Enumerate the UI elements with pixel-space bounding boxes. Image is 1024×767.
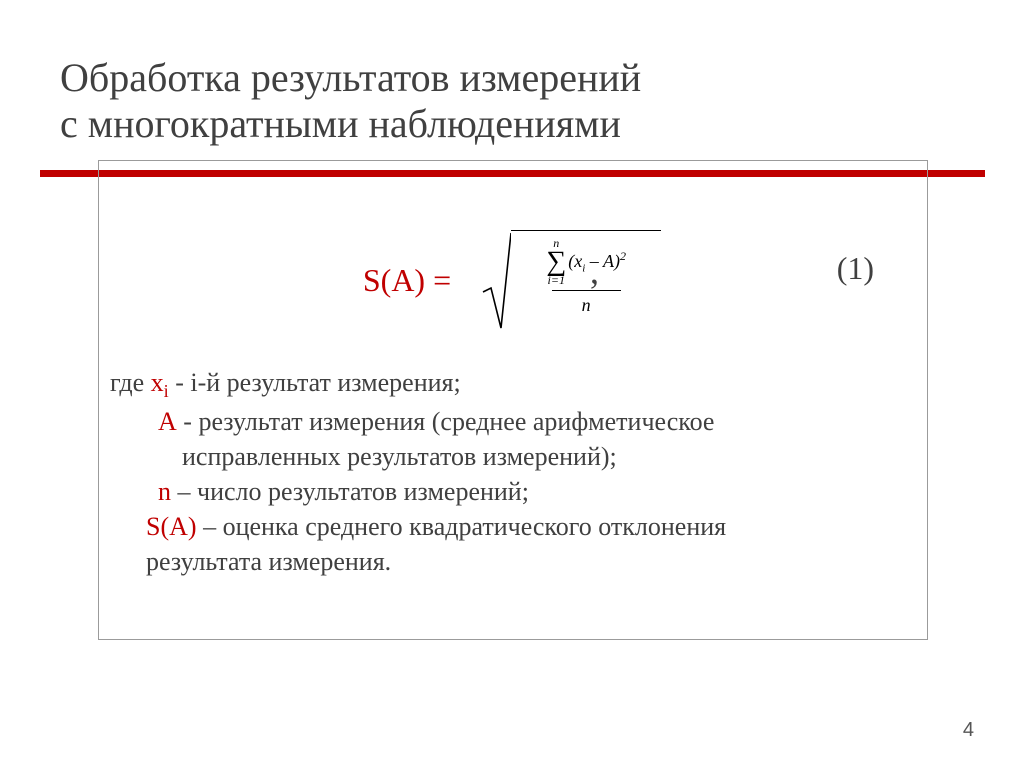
n-symbol: n	[158, 477, 171, 506]
fraction: n ∑ i=1 (xi – A)2 n	[519, 237, 653, 316]
fraction-numerator: n ∑ i=1 (xi – A)2	[540, 237, 632, 290]
slide-title: Обработка результатов измерений с многок…	[60, 55, 984, 147]
formula-lhs: S(А) =	[363, 262, 451, 299]
radical: n ∑ i=1 (xi – A)2 n	[481, 230, 661, 330]
sigma-icon: ∑	[546, 249, 566, 274]
sum-lower: i=1	[548, 274, 565, 286]
page-number: 4	[963, 719, 974, 742]
slide: Обработка результатов измерений с многок…	[0, 0, 1024, 767]
xi-symbol: xi	[151, 368, 169, 397]
summation: n ∑ i=1	[546, 237, 566, 286]
def-sa-line2: результата измерения.	[110, 544, 914, 579]
definitions-block: где xi - i-й результат измерения; А - ре…	[110, 365, 914, 579]
sa-symbol: S(А)	[146, 512, 197, 541]
radicand: n ∑ i=1 (xi – A)2 n	[511, 230, 661, 316]
title-line-1: Обработка результатов измерений	[60, 55, 984, 101]
def-sa-line1: S(А) – оценка среднего квадратического о…	[110, 509, 914, 544]
radical-icon	[481, 230, 511, 330]
def-a-line2: исправленных результатов измерений);	[110, 439, 914, 474]
fraction-denominator: n	[552, 290, 621, 316]
formula-comma: ,	[590, 250, 599, 292]
title-line-2: с многократными наблюдениями	[60, 101, 984, 147]
a-symbol: А	[158, 407, 177, 436]
def-xi: где xi - i-й результат измерения;	[110, 365, 914, 404]
def-n: n – число результатов измерений;	[110, 474, 914, 509]
def-a-line1: А - результат измерения (среднее арифмет…	[110, 404, 914, 439]
equation-number: (1)	[837, 250, 874, 287]
